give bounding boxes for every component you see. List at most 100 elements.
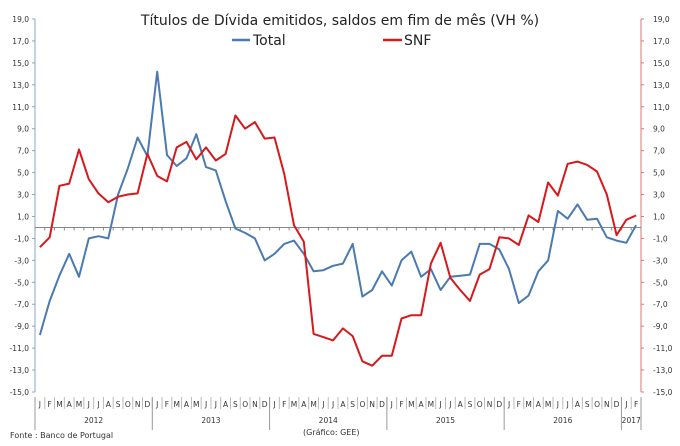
right-tick-label: -11,0 (653, 344, 673, 353)
month-label: J (214, 400, 217, 409)
month-label: A (340, 400, 346, 409)
month-label: S (116, 400, 121, 409)
month-label: A (106, 400, 112, 409)
month-label: D (145, 400, 151, 409)
series-line-snf (39, 114, 637, 367)
month-label: J (624, 400, 627, 409)
month-label: O (477, 400, 483, 409)
month-label: D (379, 400, 385, 409)
month-label: N (487, 400, 493, 409)
month-label: F (517, 400, 521, 409)
month-label: J (507, 400, 510, 409)
right-tick-label: 7,0 (653, 147, 665, 156)
month-label: F (282, 400, 286, 409)
legend: Total SNF (232, 33, 431, 49)
month-label: M (310, 400, 316, 409)
left-tick-label: -3,0 (14, 256, 29, 265)
right-tick-label: 1,0 (653, 212, 665, 221)
right-tick-label: 19,0 (653, 15, 670, 24)
month-label: O (125, 400, 131, 409)
month-label: J (556, 400, 559, 409)
right-tick-label: 15,0 (653, 59, 670, 68)
left-tick-label: 13,0 (12, 81, 29, 90)
month-label: O (594, 400, 600, 409)
year-label: 2012 (84, 416, 103, 425)
left-tick-label: 19,0 (12, 15, 29, 24)
month-label: D (262, 400, 268, 409)
year-label: 2017 (622, 416, 641, 425)
credit-note: (Gráfico: GEE) (303, 428, 360, 437)
month-label: S (468, 400, 473, 409)
left-tick-label: 5,0 (17, 169, 29, 178)
month-label: N (252, 400, 258, 409)
month-label: M (173, 400, 179, 409)
month-label: A (458, 400, 464, 409)
month-label: N (369, 400, 375, 409)
month-label: J (390, 400, 393, 409)
month-label: A (301, 400, 307, 409)
month-label: J (272, 400, 275, 409)
month-label: F (47, 400, 51, 409)
series-line-total (38, 70, 637, 336)
month-label: N (604, 400, 610, 409)
month-label: O (242, 400, 248, 409)
left-tick-label: -1,0 (14, 234, 29, 243)
month-label: M (76, 400, 82, 409)
source-note: Fonte : Banco de Portugal (10, 431, 113, 440)
right-tick-label: -3,0 (653, 256, 668, 265)
month-label: M (545, 400, 551, 409)
month-label: J (321, 400, 324, 409)
legend-label-total: Total (252, 33, 286, 49)
right-tick-label: 5,0 (653, 169, 665, 178)
left-tick-label: -13,0 (10, 366, 30, 375)
month-label: N (135, 400, 141, 409)
month-label: M (525, 400, 531, 409)
month-label: A (67, 400, 73, 409)
month-label: F (634, 400, 638, 409)
right-tick-label: -13,0 (653, 366, 673, 375)
month-label: J (87, 400, 90, 409)
month-label: M (193, 400, 199, 409)
month-label: O (359, 400, 365, 409)
month-label: A (575, 400, 581, 409)
left-tick-label: -7,0 (14, 300, 29, 309)
year-label: 2013 (201, 416, 220, 425)
left-tick-label: 3,0 (17, 191, 29, 200)
month-label: J (331, 400, 334, 409)
month-label: J (155, 400, 158, 409)
month-label: A (419, 400, 425, 409)
right-tick-label: 9,0 (653, 125, 665, 134)
month-label: J (96, 400, 99, 409)
year-label: 2014 (319, 416, 338, 425)
month-label: S (350, 400, 355, 409)
year-label: 2015 (436, 416, 455, 425)
month-label: A (223, 400, 229, 409)
right-tick-label: -7,0 (653, 300, 668, 309)
month-label: J (439, 400, 442, 409)
month-label: J (448, 400, 451, 409)
left-tick-label: 9,0 (17, 125, 29, 134)
month-label: J (38, 400, 41, 409)
month-label: M (56, 400, 62, 409)
right-tick-label: 13,0 (653, 81, 670, 90)
left-tick-label: -5,0 (14, 278, 29, 287)
year-label: 2016 (553, 416, 572, 425)
month-label: M (291, 400, 297, 409)
right-tick-label: 11,0 (653, 103, 670, 112)
right-tick-label: -1,0 (653, 234, 668, 243)
right-tick-label: -15,0 (653, 388, 673, 397)
month-label: J (204, 400, 207, 409)
month-label: S (585, 400, 590, 409)
left-tick-label: 11,0 (12, 103, 29, 112)
right-tick-label: -5,0 (653, 278, 668, 287)
month-label: M (428, 400, 434, 409)
left-tick-label: 17,0 (12, 37, 29, 46)
month-label: D (496, 400, 502, 409)
legend-label-snf: SNF (404, 33, 431, 49)
month-label: J (566, 400, 569, 409)
left-tick-label: 1,0 (17, 212, 29, 221)
month-label: M (408, 400, 414, 409)
left-tick-label: -11,0 (10, 344, 30, 353)
right-tick-label: 17,0 (653, 37, 670, 46)
